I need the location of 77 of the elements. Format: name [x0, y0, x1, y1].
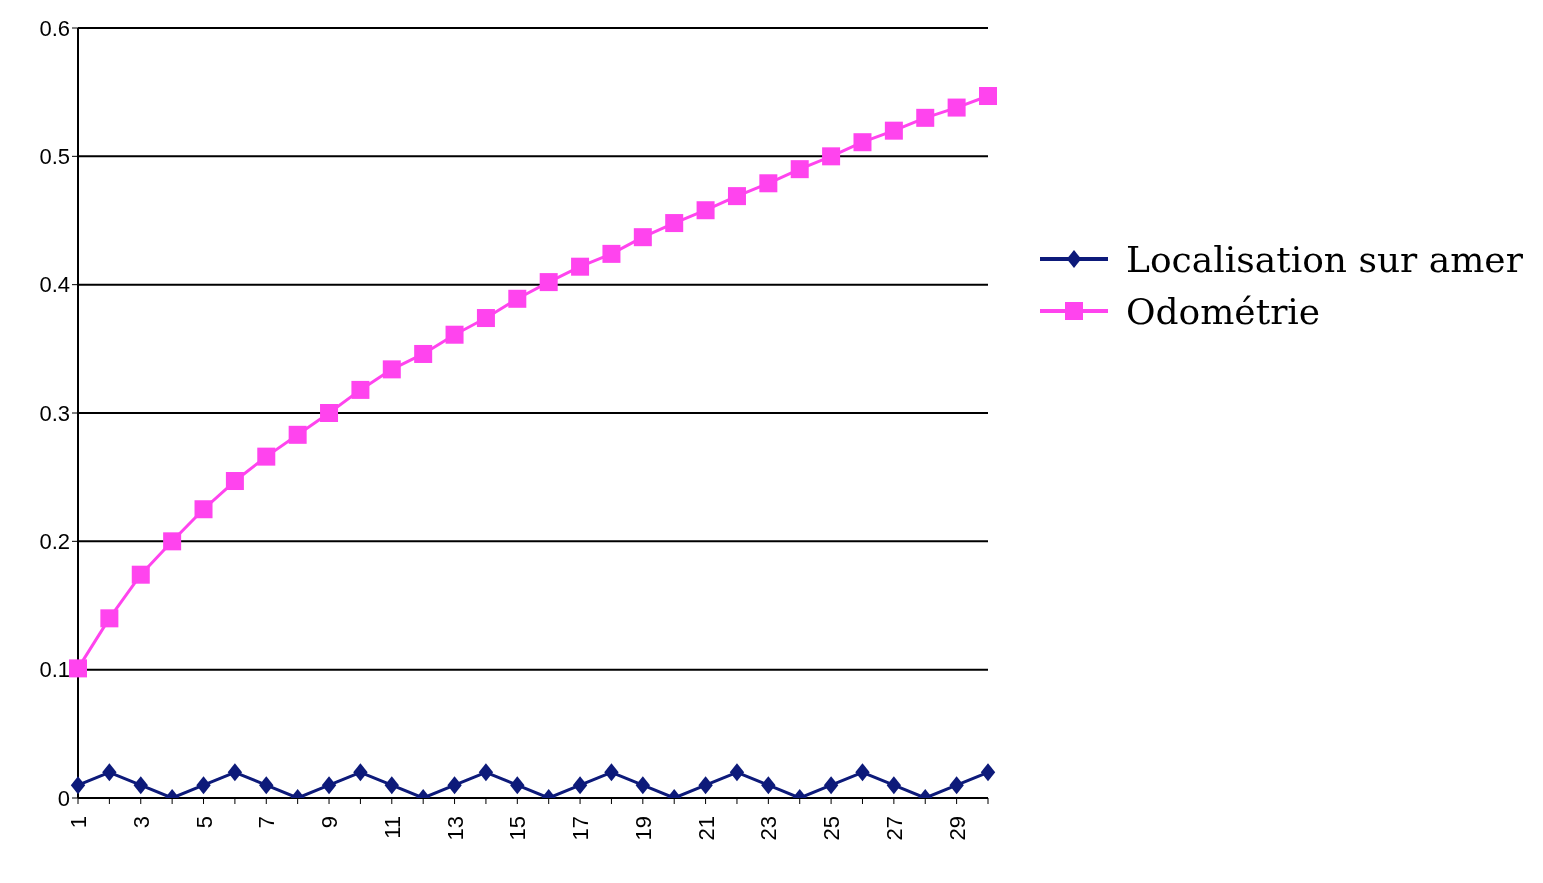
point [696, 201, 715, 220]
point [447, 776, 462, 795]
point [196, 776, 211, 795]
point [729, 763, 745, 782]
point [853, 133, 872, 152]
x-tick-label: 29 [944, 816, 970, 841]
y-tick-label: 0 [57, 785, 70, 811]
y-tick-label: 0.4 [39, 272, 70, 298]
point [353, 763, 368, 782]
point [478, 763, 494, 782]
point [100, 609, 119, 628]
point [476, 309, 495, 328]
point [727, 187, 746, 206]
point [225, 472, 244, 491]
point [886, 776, 902, 795]
legend-label: Localisation sur amer [1126, 238, 1523, 280]
point [571, 257, 590, 276]
point [510, 776, 525, 795]
x-tick-label: 23 [756, 816, 782, 841]
x-tick-label: 15 [505, 816, 531, 841]
x-tick-label: 25 [819, 816, 845, 841]
x-tick-label: 7 [254, 816, 280, 829]
point [572, 776, 588, 795]
point [980, 763, 996, 782]
x-tick-label: 27 [881, 816, 907, 841]
x-tick-label: 19 [630, 816, 656, 841]
y-tick-label: 0.5 [39, 144, 70, 170]
point [823, 776, 839, 795]
x-tick-label: 21 [693, 816, 719, 841]
point [382, 360, 401, 379]
point [70, 776, 86, 795]
point [602, 244, 621, 263]
point [665, 214, 684, 233]
point [257, 447, 276, 466]
point [635, 776, 651, 795]
point [855, 763, 870, 782]
point [822, 147, 841, 166]
x-tick-label: 17 [568, 816, 594, 841]
point [227, 763, 243, 782]
point [351, 380, 370, 399]
point [102, 763, 117, 782]
point [321, 776, 337, 795]
point [884, 121, 903, 140]
point [539, 273, 558, 292]
point [790, 160, 809, 179]
point [414, 344, 433, 363]
point [633, 228, 652, 247]
point [508, 289, 527, 308]
legend-label: Odométrie [1126, 290, 1321, 332]
point [445, 325, 464, 344]
point [979, 87, 997, 106]
point [949, 776, 964, 795]
point [384, 776, 399, 795]
point [761, 776, 776, 795]
point [131, 565, 150, 584]
point [133, 776, 148, 795]
point [759, 174, 778, 193]
y-tick-label: 0.2 [39, 529, 70, 555]
x-tick-label: 11 [379, 816, 405, 839]
x-tick-label: 3 [128, 816, 154, 829]
point [320, 404, 339, 422]
y-tick-label: 0.6 [39, 15, 70, 41]
point [947, 98, 966, 117]
point [698, 776, 713, 795]
point [194, 500, 213, 519]
y-tick-label: 0.1 [39, 657, 70, 683]
x-tick-label: 5 [191, 816, 217, 829]
point [604, 763, 619, 782]
x-tick-label: 9 [317, 816, 343, 829]
point [288, 425, 307, 444]
x-tick-label: 13 [442, 816, 468, 841]
point [163, 532, 182, 551]
point [259, 776, 274, 795]
point [916, 108, 935, 127]
point [69, 659, 87, 678]
y-tick-label: 0.3 [39, 400, 70, 426]
x-tick-label: 1 [66, 816, 91, 829]
